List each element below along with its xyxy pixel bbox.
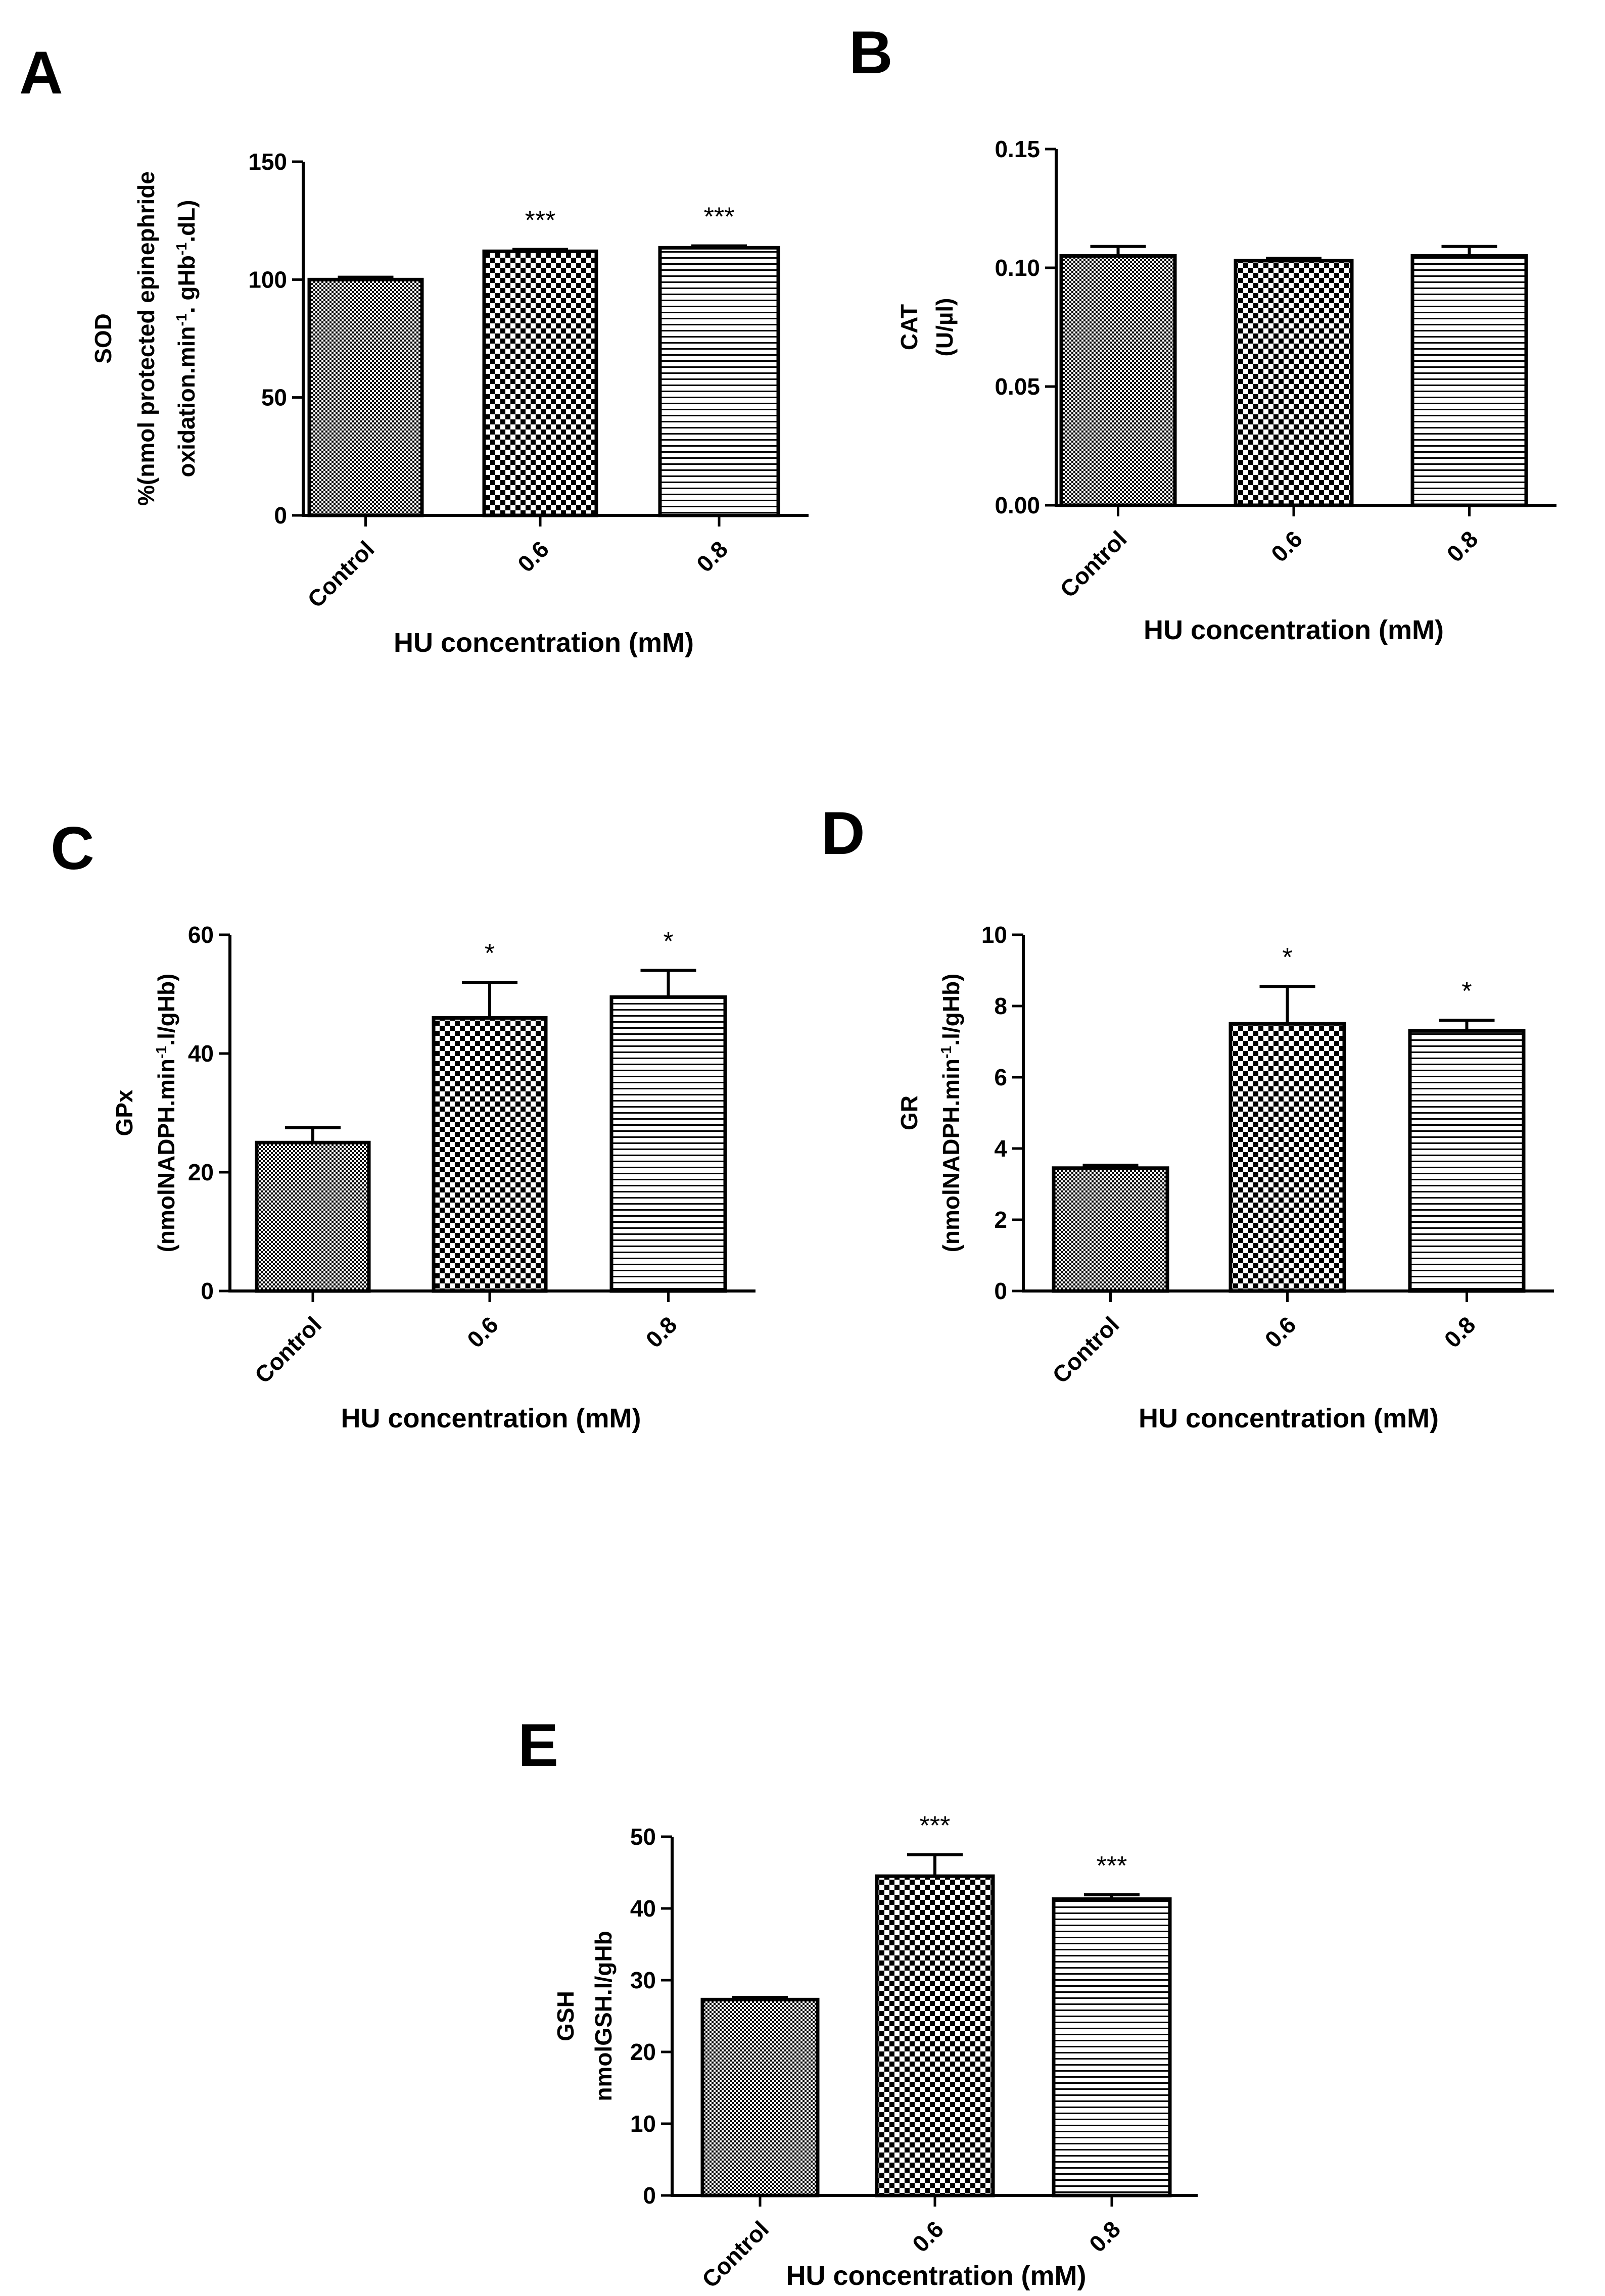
y-tick-label: 50: [630, 1824, 656, 1850]
y-tick-label: 8: [994, 993, 1007, 1019]
x-tick-label: 0.6: [1266, 525, 1307, 567]
x-axis-label: HU concentration (mM): [1139, 1403, 1439, 1433]
y-tick-label: 6: [994, 1064, 1007, 1090]
y-axis-label: SOD: [90, 313, 116, 364]
x-tick-label: 0.8: [1442, 525, 1483, 567]
y-tick-label: 40: [630, 1895, 656, 1922]
bar-1: [255, 1140, 371, 1293]
bar-1: [307, 277, 424, 517]
y-axis-label: %(nmol protected epinephride: [133, 171, 159, 506]
y-tick-label: 0.00: [995, 492, 1040, 518]
y-tick-label: 0.10: [995, 255, 1040, 281]
y-tick-label: 10: [981, 922, 1007, 948]
x-tick-label: 0.6: [462, 1311, 503, 1353]
x-tick-label: 0.6: [907, 2216, 949, 2257]
bar-1: [1052, 1166, 1169, 1293]
x-axis-label: HU concentration (mM): [1144, 615, 1444, 645]
bar-2: [482, 249, 598, 517]
panel-e: E 0 10 20 30 40 50 GSH nmolGSH.l/gHb Control *** 0.…: [518, 1711, 1198, 2293]
x-tick-label: Control: [1055, 525, 1131, 602]
y-tick-label: 100: [248, 266, 287, 293]
significance-label: *: [1461, 977, 1472, 1006]
x-axis-label: HU concentration (mM): [786, 2261, 1087, 2291]
x-axis-label: HU concentration (mM): [341, 1403, 641, 1433]
y-tick-label: 30: [630, 1967, 656, 1993]
bar-3: [609, 995, 727, 1293]
panel-label: D: [821, 799, 865, 867]
x-tick-label: 0.6: [1260, 1311, 1301, 1353]
y-tick-label: 20: [188, 1159, 214, 1185]
y-tick-label: 0: [201, 1278, 214, 1304]
significance-label: *: [663, 927, 673, 956]
significance-label: ***: [525, 206, 556, 235]
bar-1: [1059, 254, 1177, 507]
panel-a: A 0 50 100 150 SOD %(nmol protected epinephrid…: [19, 39, 809, 658]
y-tick-label: 0.05: [995, 373, 1040, 400]
significance-label: *: [485, 939, 495, 968]
y-tick-label: 150: [248, 149, 287, 175]
bar-2: [432, 1016, 548, 1293]
y-axis-label: CAT: [896, 304, 922, 350]
y-tick-label: 0: [643, 2182, 656, 2209]
bar-3: [658, 246, 780, 517]
y-axis-label: GSH: [552, 1991, 579, 2041]
x-tick-label: Control: [1047, 1311, 1124, 1388]
y-axis-label: GPx: [111, 1089, 137, 1136]
x-tick-label: 0.8: [1439, 1311, 1481, 1353]
panel-label: C: [51, 815, 95, 882]
x-tick-label: 0.8: [1084, 2216, 1125, 2257]
x-tick-label: 0.6: [512, 536, 554, 577]
panel-label: B: [849, 19, 893, 86]
bar-1: [700, 1997, 820, 2197]
y-tick-label: 40: [188, 1040, 214, 1067]
y-tick-label: 20: [630, 2039, 656, 2065]
x-tick-label: Control: [302, 536, 379, 612]
y-tick-label: 50: [261, 385, 287, 411]
significance-label: ***: [920, 1811, 951, 1841]
y-axis-label: (nmolNADPH.min-1.l/gHb): [153, 974, 179, 1253]
y-axis-label: GR: [896, 1095, 922, 1130]
significance-label: *: [1282, 943, 1292, 972]
panel-d: D 0 2 4 6 8 10 GR (nmolNADPH.min-1.l/gHb) Control…: [821, 799, 1554, 1433]
y-axis-label: (U/µl): [931, 298, 958, 357]
panel-b: B 0.00 0.05 0.10 0.15 CAT (U/µl) Control 0.6 0.8 H…: [849, 19, 1556, 645]
y-tick-label: 0: [994, 1278, 1007, 1304]
y-tick-label: 4: [994, 1135, 1007, 1162]
significance-label: ***: [1097, 1851, 1127, 1881]
panel-c: C 0 20 40 60 GPx (nmolNADPH.min-1.l/gHb) Contro…: [51, 815, 756, 1433]
y-tick-label: 10: [630, 2111, 656, 2137]
panel-label: A: [19, 39, 63, 107]
bar-3: [1408, 1029, 1526, 1293]
significance-label: ***: [704, 203, 735, 232]
x-tick-label: Control: [697, 2216, 774, 2292]
bar-2: [875, 1874, 995, 2197]
panel-label: E: [518, 1711, 558, 1779]
x-tick-label: 0.8: [641, 1311, 682, 1353]
x-tick-label: Control: [250, 1311, 326, 1388]
y-tick-label: 2: [994, 1207, 1007, 1233]
y-axis-label: oxidation.min-1. gHb-1.dL): [173, 200, 200, 477]
y-axis-label: (nmolNADPH.min-1.l/gHb): [938, 974, 964, 1253]
bar-2: [1229, 1022, 1346, 1293]
y-tick-label: 0: [274, 502, 287, 529]
y-tick-label: 60: [188, 922, 214, 948]
bar-3: [1052, 1897, 1172, 2197]
y-axis-label: nmolGSH.l/gHb: [590, 1931, 617, 2101]
bar-3: [1410, 254, 1528, 507]
x-axis-label: HU concentration (mM): [394, 628, 694, 658]
x-tick-label: 0.8: [691, 536, 733, 577]
bar-2: [1234, 259, 1354, 507]
y-tick-label: 0.15: [995, 136, 1040, 162]
